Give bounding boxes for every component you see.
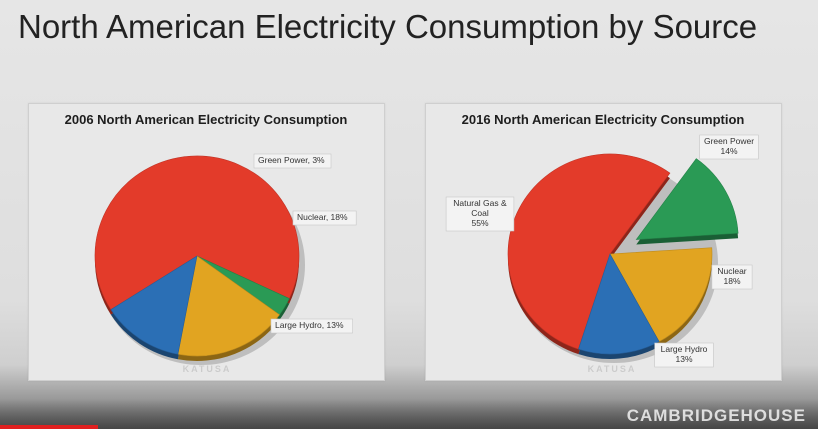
data-label-nuclear: 18% bbox=[723, 276, 740, 286]
chart-panel-2006: 2006 North American Electricity Consumpt… bbox=[28, 103, 385, 381]
pie-chart-2016: 2016 North American Electricity Consumpt… bbox=[445, 112, 759, 374]
katusa-watermark: KATUSA bbox=[183, 364, 232, 374]
data-label-box bbox=[654, 342, 714, 368]
data-label-box bbox=[711, 264, 753, 290]
data-label-nuclear: Nuclear, 18% bbox=[297, 212, 348, 222]
data-label-green-power: 14% bbox=[720, 146, 737, 156]
video-footer-bar bbox=[0, 399, 818, 429]
pie-slice-green-power bbox=[635, 158, 739, 240]
data-label-green-power: Green Power bbox=[704, 136, 754, 146]
katusa-watermark: KATUSA bbox=[588, 364, 637, 374]
pie-slice-natural-gas-coal bbox=[507, 153, 671, 350]
pie-slice-nuclear bbox=[609, 247, 713, 343]
chart-title: 2006 North American Electricity Consumpt… bbox=[65, 112, 348, 127]
data-label-box bbox=[292, 210, 357, 226]
chart-panel-2016: 2016 North American Electricity Consumpt… bbox=[425, 103, 782, 381]
data-label-box bbox=[699, 134, 759, 160]
data-label-nuclear: Nuclear bbox=[717, 266, 746, 276]
pie-slice-natural-gas-coal bbox=[94, 155, 300, 310]
pie-slice-large-hydro bbox=[110, 255, 198, 355]
data-label-box bbox=[253, 153, 332, 169]
data-label-natural-gas-coal: 55% bbox=[471, 218, 488, 228]
data-label-large-hydro: 13% bbox=[675, 354, 692, 364]
brand-logo: CAMBRIDGEHOUSE bbox=[626, 406, 806, 425]
data-label-green-power: Green Power, 3% bbox=[258, 155, 325, 165]
data-label-large-hydro: Large Hydro bbox=[661, 344, 708, 354]
chart-title: 2016 North American Electricity Consumpt… bbox=[462, 112, 745, 127]
page-title: North American Electricity Consumption b… bbox=[18, 8, 758, 45]
data-label-natural-gas-coal: Coal bbox=[471, 208, 489, 218]
data-label-natural-gas-coal: Natural Gas & bbox=[453, 198, 507, 208]
data-label-box bbox=[270, 318, 353, 334]
data-label-box bbox=[445, 196, 515, 232]
pie-chart-2006: 2006 North American Electricity Consumpt… bbox=[65, 112, 357, 374]
data-label-large-hydro: Large Hydro, 13% bbox=[275, 320, 344, 330]
video-progress-bar[interactable] bbox=[0, 425, 99, 429]
